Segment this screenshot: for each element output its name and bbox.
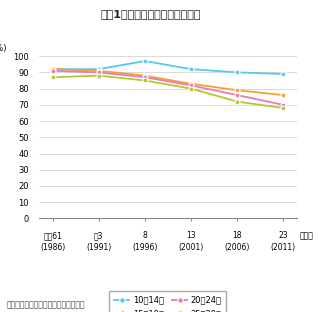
Text: （出典）総務省「社会生活基本調査」: （出典）総務省「社会生活基本調査」 xyxy=(6,300,85,309)
Text: 18: 18 xyxy=(233,232,242,240)
Text: 昭和61: 昭和61 xyxy=(43,232,62,240)
Text: (1996): (1996) xyxy=(132,243,158,252)
Text: 13: 13 xyxy=(186,232,196,240)
Text: (2011): (2011) xyxy=(271,243,296,252)
Text: ㅑ1-2-8図: ㅑ1-2-8図 xyxy=(27,14,67,25)
Text: (1991): (1991) xyxy=(86,243,111,252)
Text: (2001): (2001) xyxy=(178,243,204,252)
Text: （年）: （年） xyxy=(299,232,313,240)
Legend: 10〜14歳, 15〜19歳, 20〜24歳, 25〜29歳: 10〜14歳, 15〜19歳, 20〜24歳, 25〜29歳 xyxy=(109,291,226,312)
Text: 8: 8 xyxy=(142,232,147,240)
Text: (%): (%) xyxy=(0,44,7,53)
Text: (1986): (1986) xyxy=(40,243,65,252)
Text: (2006): (2006) xyxy=(224,243,250,252)
Text: 過即1年間にスポーツを行った人: 過即1年間にスポーツを行った人 xyxy=(100,9,201,19)
Text: 23: 23 xyxy=(278,232,288,240)
Text: 帹3: 帹3 xyxy=(94,232,103,240)
